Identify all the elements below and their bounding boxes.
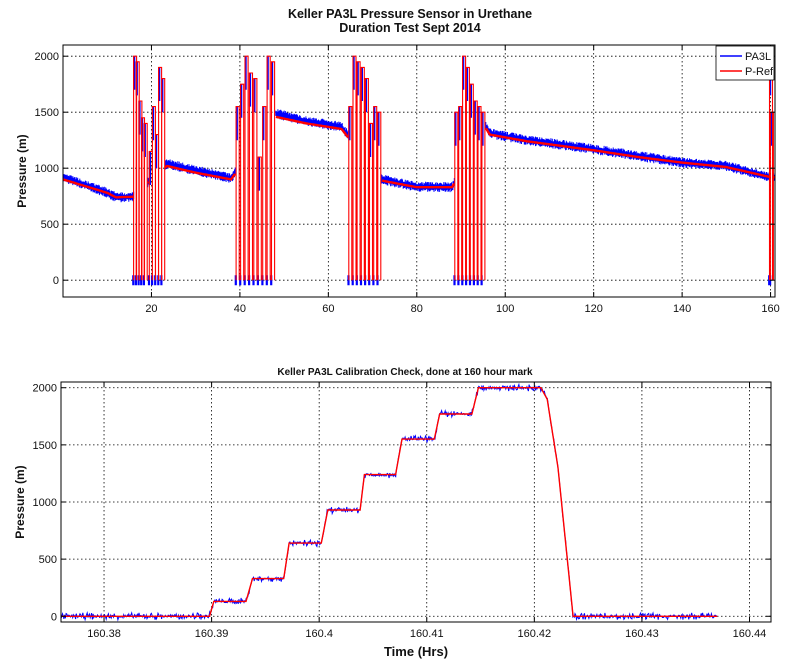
legend-entry-pref: P-Ref bbox=[745, 66, 774, 78]
x-tick-label: 160.42 bbox=[518, 628, 552, 640]
burst-pref bbox=[148, 66, 166, 281]
x-tick-label: 60 bbox=[322, 303, 334, 315]
y-tick-label: 2000 bbox=[35, 51, 59, 63]
x-tick-label: 160.38 bbox=[87, 628, 121, 640]
chart-subtitle: Duration Test Sept 2014 bbox=[339, 21, 481, 35]
plot-frame bbox=[60, 381, 772, 623]
y-tick-label: 1500 bbox=[35, 107, 59, 119]
y-tick-label: 1000 bbox=[35, 163, 59, 175]
calibration-check-chart: Keller PA3L Calibration Check, done at 1… bbox=[13, 367, 772, 659]
burst-pref bbox=[235, 55, 276, 281]
x-tick-label: 160.41 bbox=[410, 628, 444, 640]
legend-box bbox=[715, 45, 775, 81]
y-tick-label: 1500 bbox=[33, 440, 57, 452]
x-tick-label: 160.44 bbox=[733, 628, 767, 640]
x-tick-label: 80 bbox=[411, 303, 423, 315]
x-tick-label: 140 bbox=[673, 303, 691, 315]
legend: PA3L P-Ref bbox=[715, 45, 775, 81]
y-axis-label: Pressure (m) bbox=[13, 465, 27, 538]
y-tick-label: 2000 bbox=[33, 383, 57, 395]
chart-title: Keller PA3L Pressure Sensor in Urethane bbox=[288, 7, 532, 21]
x-tick-label: 160.39 bbox=[195, 628, 229, 640]
series-line-pref bbox=[62, 115, 775, 199]
x-tick-label: 40 bbox=[234, 303, 246, 315]
burst-pref bbox=[348, 55, 382, 281]
y-tick-label: 1000 bbox=[33, 497, 57, 509]
y-tick-label: 0 bbox=[51, 611, 57, 623]
x-tick-label: 100 bbox=[496, 303, 514, 315]
legend-entry-pa3l: PA3L bbox=[745, 51, 771, 63]
x-tick-label: 20 bbox=[145, 303, 157, 315]
x-axis-label: Time (Hrs) bbox=[384, 644, 448, 659]
x-tick-label: 120 bbox=[585, 303, 603, 315]
chart-title: Keller PA3L Calibration Check, done at 1… bbox=[277, 367, 533, 378]
burst-pref bbox=[133, 55, 148, 281]
y-tick-label: 0 bbox=[53, 275, 59, 287]
y-axis-label: Pressure (m) bbox=[15, 134, 29, 207]
burst-pref bbox=[454, 55, 486, 281]
y-tick-label: 500 bbox=[39, 554, 57, 566]
x-tick-label: 160.43 bbox=[625, 628, 659, 640]
duration-test-chart: Keller PA3L Pressure Sensor in Urethane … bbox=[15, 7, 780, 315]
x-tick-label: 160 bbox=[761, 303, 779, 315]
series-line-pref bbox=[61, 387, 718, 617]
x-tick-label: 160.4 bbox=[305, 628, 333, 640]
plot-frame bbox=[62, 44, 776, 298]
y-tick-label: 500 bbox=[41, 219, 59, 231]
